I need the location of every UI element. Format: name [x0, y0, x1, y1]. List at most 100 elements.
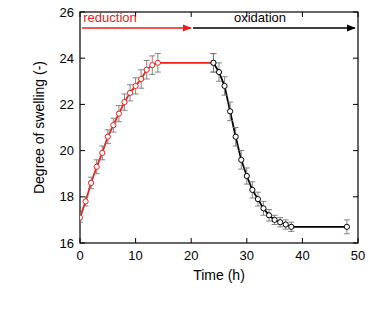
error-bar — [210, 54, 216, 72]
y-tick-label: 24 — [60, 51, 74, 66]
y-tick — [80, 58, 85, 59]
data-point — [255, 197, 260, 202]
error-bar — [105, 130, 111, 144]
error-bar — [249, 182, 255, 198]
x-axis-label: Time (h) — [193, 267, 245, 283]
error-cap — [116, 121, 122, 122]
error-cap — [133, 94, 139, 95]
error-cap — [266, 221, 272, 222]
x-tick-label: 10 — [128, 248, 142, 263]
error-cap — [344, 233, 350, 234]
error-bar — [238, 151, 244, 169]
series-line — [213, 63, 346, 227]
x-tick — [191, 238, 192, 243]
y-tick — [80, 104, 85, 105]
error-cap — [133, 77, 139, 78]
error-bar — [260, 201, 266, 215]
y-axis-label: Degree of swelling (-) — [31, 61, 47, 194]
error-cap — [210, 72, 216, 73]
error-cap — [80, 222, 83, 223]
error-bar — [266, 210, 272, 222]
error-bar — [94, 160, 100, 174]
error-cap — [144, 78, 150, 79]
error-cap — [272, 215, 278, 216]
error-bar — [83, 197, 89, 206]
data-point — [80, 215, 83, 220]
y-tick-label: 26 — [60, 5, 74, 20]
error-cap — [283, 219, 289, 220]
error-cap — [216, 62, 222, 63]
error-cap — [244, 184, 250, 185]
y-tick-label: 22 — [60, 97, 74, 112]
y-tick — [353, 150, 358, 151]
error-cap — [227, 120, 233, 121]
error-cap — [149, 55, 155, 56]
error-cap — [105, 129, 111, 130]
y-tick — [353, 196, 358, 197]
y-tick-label: 16 — [60, 236, 74, 251]
error-bar — [233, 128, 239, 146]
data-point — [272, 217, 277, 222]
error-cap — [283, 229, 289, 230]
data-point — [250, 187, 255, 192]
x-tick — [302, 238, 303, 243]
error-cap — [277, 217, 283, 218]
error-cap — [83, 196, 89, 197]
error-cap — [233, 145, 239, 146]
error-cap — [238, 169, 244, 170]
data-point — [127, 90, 132, 95]
error-cap — [210, 72, 216, 73]
y-tick — [353, 58, 358, 59]
error-cap — [121, 110, 127, 111]
y-tick — [353, 104, 358, 105]
x-tick — [135, 238, 136, 243]
error-cap — [127, 100, 133, 101]
error-cap — [249, 197, 255, 198]
error-cap — [288, 231, 294, 232]
error-cap — [99, 159, 105, 160]
y-tick — [80, 150, 85, 151]
error-bar — [110, 118, 116, 132]
error-cap — [127, 84, 133, 85]
data-point — [344, 224, 349, 229]
error-cap — [216, 81, 222, 82]
data-point — [94, 164, 99, 169]
data-point — [116, 111, 121, 116]
error-cap — [255, 192, 261, 193]
error-cap — [138, 88, 144, 89]
data-point — [233, 134, 238, 139]
error-cap — [105, 143, 111, 144]
x-tick-label: 40 — [295, 248, 309, 263]
data-point — [228, 109, 233, 114]
error-cap — [277, 226, 283, 227]
error-bar — [88, 177, 94, 189]
data-point — [83, 199, 88, 204]
error-bar — [277, 218, 283, 227]
y-tick-label: 20 — [60, 143, 74, 158]
x-tick-label: 30 — [240, 248, 254, 263]
error-cap — [99, 145, 105, 146]
data-point — [89, 180, 94, 185]
data-point — [244, 173, 249, 178]
data-point — [105, 134, 110, 139]
data-point — [133, 83, 138, 88]
data-point — [111, 123, 116, 128]
data-point — [144, 67, 149, 72]
error-bar — [155, 54, 161, 72]
error-cap — [83, 206, 89, 207]
data-point — [216, 69, 221, 74]
error-cap — [80, 212, 83, 213]
error-cap — [210, 53, 216, 54]
error-bar — [99, 146, 105, 160]
data-point — [261, 206, 266, 211]
error-cap — [210, 53, 216, 54]
error-bar — [288, 222, 294, 231]
x-tick — [191, 12, 192, 17]
error-cap — [288, 222, 294, 223]
data-point — [211, 60, 216, 65]
error-cap — [88, 188, 94, 189]
error-bar — [272, 215, 278, 224]
error-bar — [133, 78, 139, 94]
data-point — [100, 150, 105, 155]
error-cap — [227, 102, 233, 103]
